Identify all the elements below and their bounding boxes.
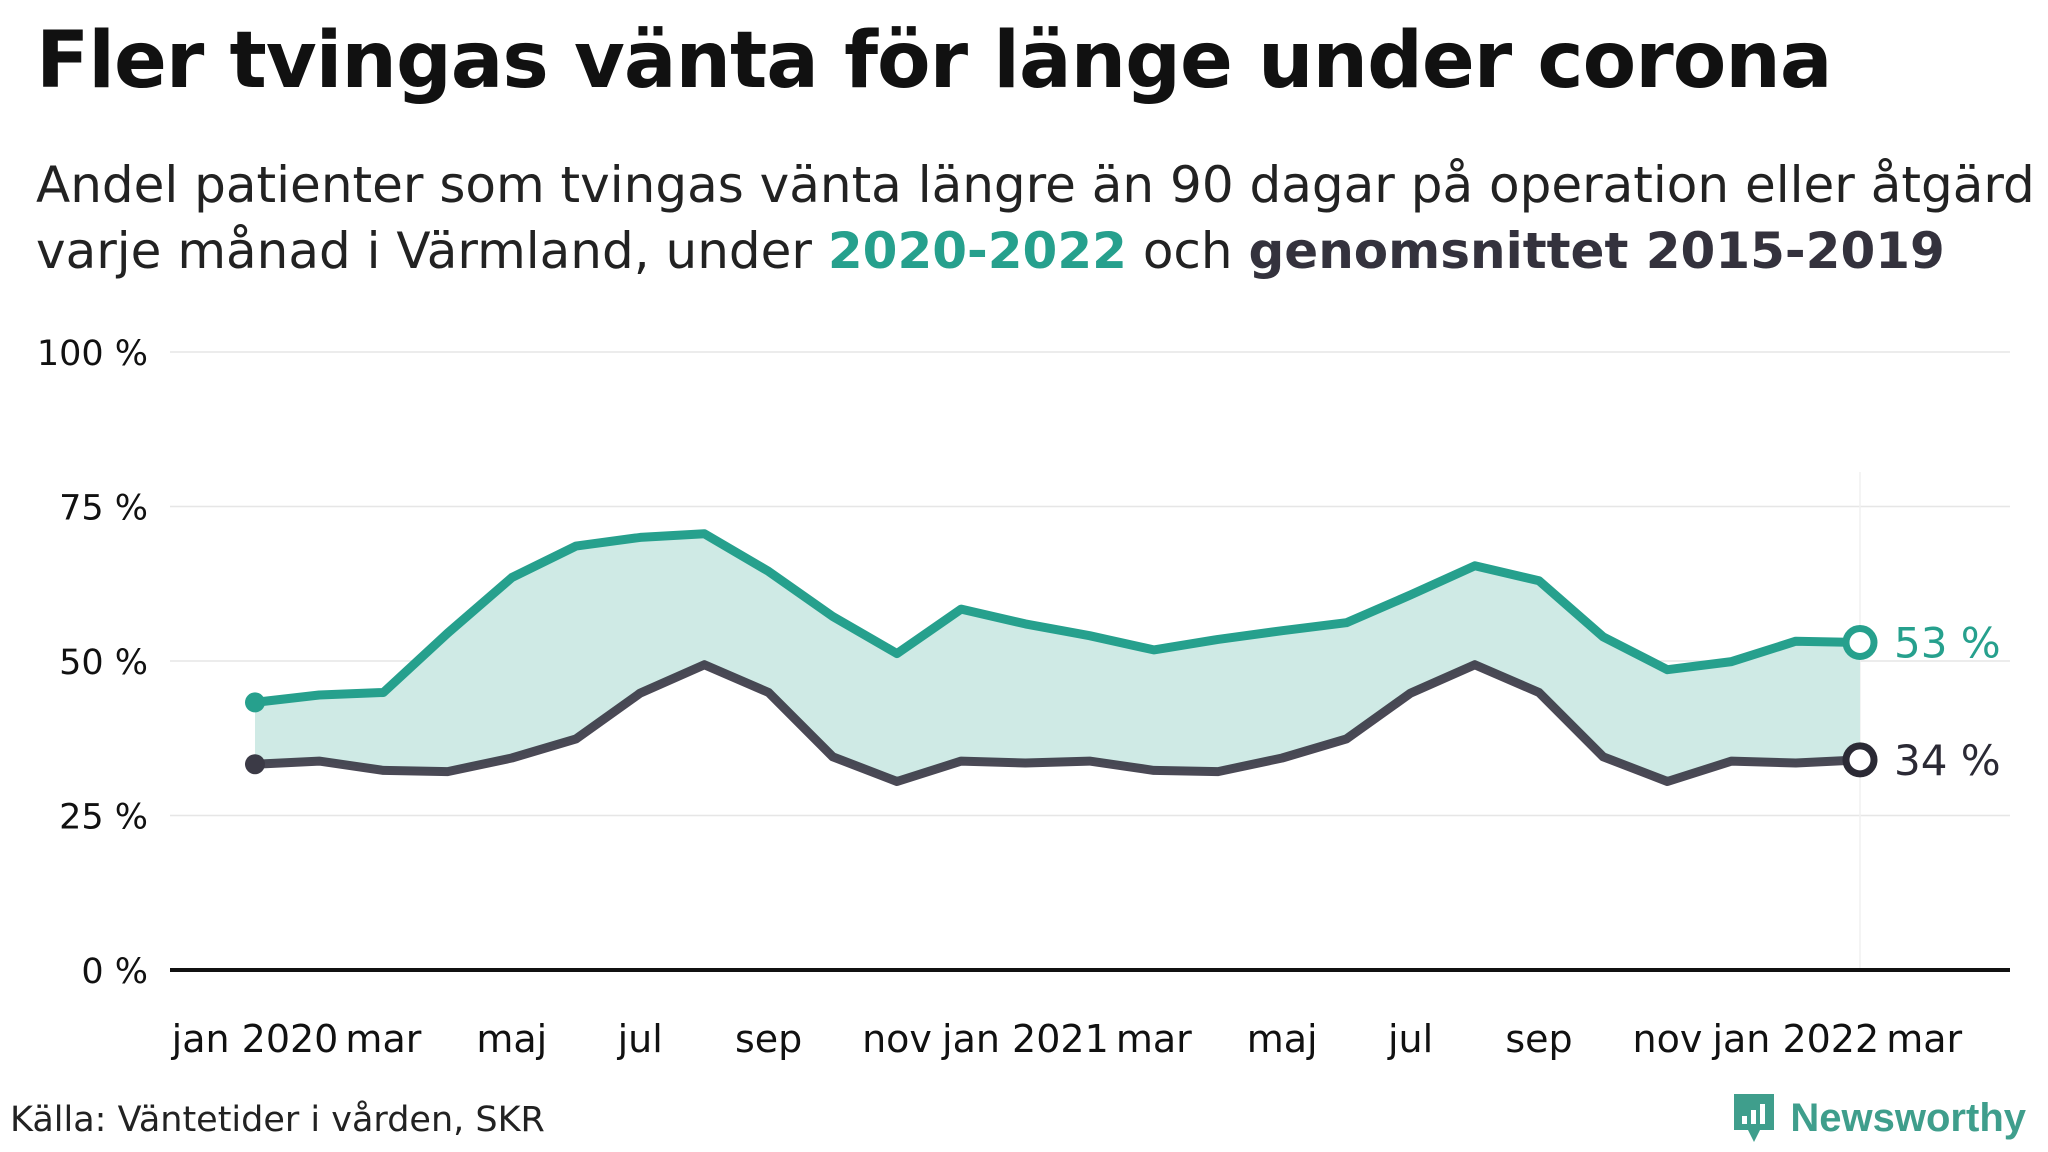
x-tick-label: nov (1632, 1017, 1702, 1061)
x-tick-label: jul (1387, 1017, 1433, 1061)
x-tick-label: jul (617, 1017, 663, 1061)
series-average-end-point (1842, 742, 1878, 778)
x-tick-label: mar (1116, 1017, 1192, 1061)
series-current-end-point (1842, 624, 1878, 660)
source-note: Källa: Väntetider i vården, SKR (10, 1100, 545, 1140)
legend-average-period: genomsnittet 2015-2019 (1248, 222, 1945, 280)
y-tick-label: 75 % (59, 489, 148, 529)
series-current-start-point (245, 692, 265, 713)
y-tick-label: 25 % (59, 798, 148, 838)
series-lines (245, 529, 1878, 786)
difference-area (255, 533, 1860, 782)
x-tick-label: mar (345, 1017, 421, 1061)
chart-title: Fler tvingas vänta för länge under coron… (36, 16, 1832, 106)
area-between-series (255, 533, 1860, 782)
series-average-line (250, 660, 1865, 786)
chart-subtitle: Andel patienter som tvingas vänta längre… (36, 152, 2046, 284)
end-value-label: 34 % (1894, 736, 2001, 785)
x-tick-label: jan 2021 (941, 1017, 1109, 1061)
y-tick-label: 0 % (81, 952, 148, 992)
subtitle-line1: Andel patienter som tvingas vänta längre… (36, 156, 2035, 214)
brand-name: Newsworthy (1790, 1095, 2026, 1140)
x-tick-label: jan 2022 (1711, 1017, 1879, 1061)
subtitle-line2-middle: och (1126, 222, 1249, 280)
y-tick-label: 100 % (37, 334, 148, 374)
x-tick-label: nov (862, 1017, 932, 1061)
labels: 0 %25 %50 %75 %100 %53 %34 %jan 2020 mar m… (37, 334, 2001, 1061)
end-value-label: 53 % (1894, 618, 2001, 667)
brand-logo: Newsworthy (1730, 1090, 2026, 1146)
x-tick-label: maj (476, 1017, 547, 1061)
newsworthy-logo-icon (1734, 1094, 1775, 1142)
x-tick-label: sep (735, 1017, 802, 1061)
x-tick-label: jan 2020 (171, 1017, 339, 1061)
x-tick-label: mar (1886, 1017, 1962, 1061)
x-tick-label: sep (1505, 1017, 1572, 1061)
subtitle-line2-start: varje månad i Värmland, under (36, 222, 828, 280)
series-current-line (250, 529, 1865, 707)
x-tick-label: maj (1247, 1017, 1318, 1061)
y-tick-label: 50 % (59, 643, 148, 683)
series-average-start-point (245, 754, 265, 775)
legend-current-period: 2020-2022 (827, 222, 1127, 280)
